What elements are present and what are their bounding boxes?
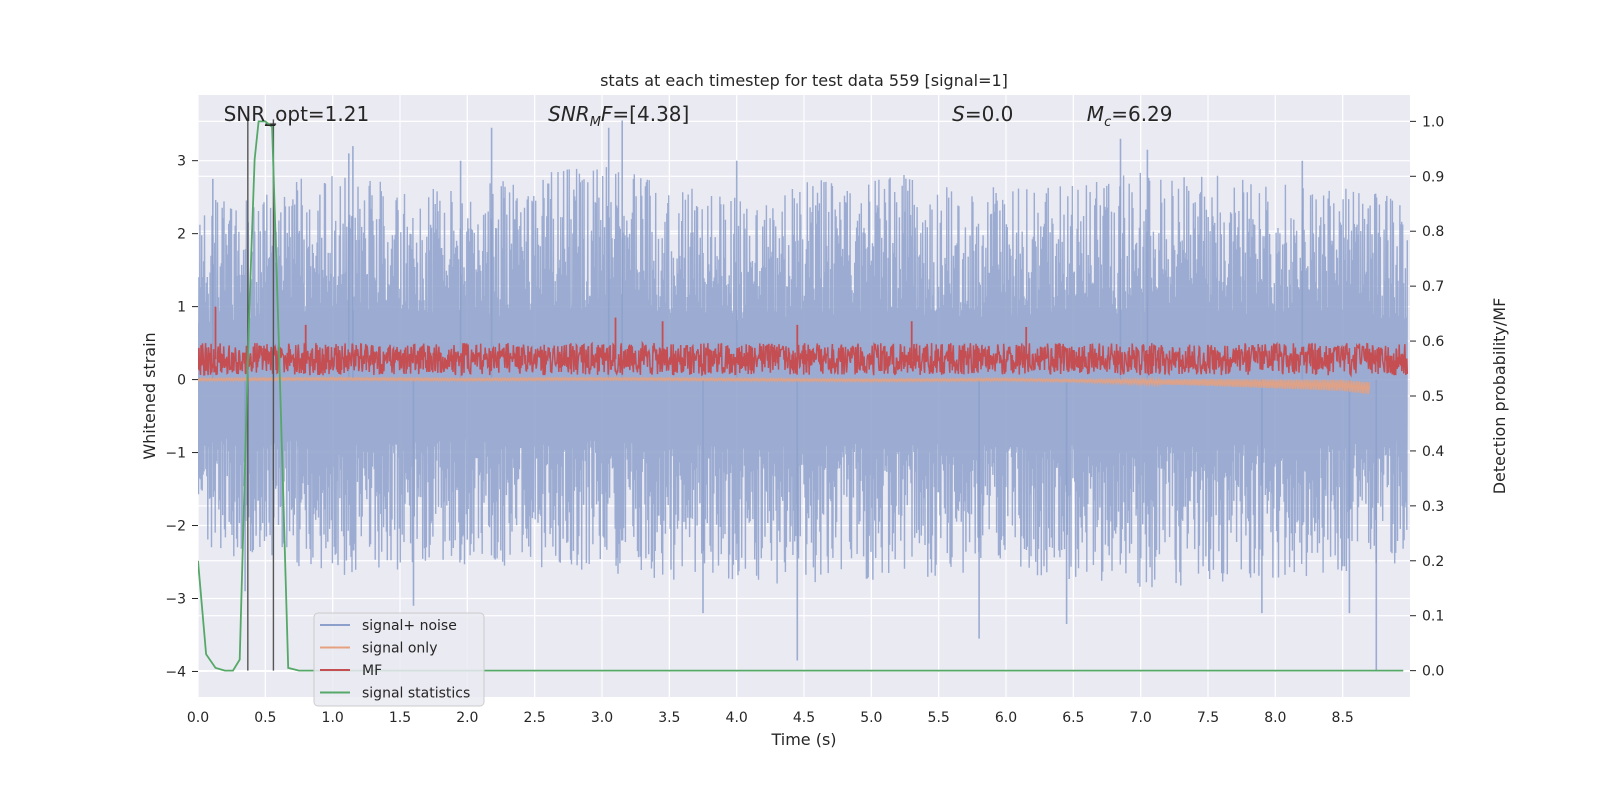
x-tick-label: 2.0 <box>456 710 478 726</box>
y-tick-label-left: −2 <box>165 519 186 535</box>
y-axis-label-right: Detection probability/MF <box>1490 298 1509 495</box>
x-tick-label: 0.5 <box>254 710 276 726</box>
y-tick-label-right: 0.7 <box>1422 279 1444 295</box>
y-tick-label-right: 0.3 <box>1422 499 1444 515</box>
y-tick-label-left: −1 <box>165 446 186 462</box>
annotation-s: S=0.0 <box>952 102 1013 126</box>
annotation-mc: Mc=6.29 <box>1087 102 1173 130</box>
series-mf <box>198 340 1409 378</box>
x-tick-label: 8.0 <box>1264 710 1286 726</box>
y-tick-label-left: 1 <box>177 300 186 316</box>
axes: 0.0 0.5 1.0 1.5 2.0 2.5 3.0 3.5 4.0 4.5 5.0 5.5 6.0 6… <box>165 114 1444 726</box>
annotations: SNR_opt=1.21 SNRMF=[4.38] S=0.0 Mc=6.29 <box>224 102 1173 130</box>
annotation-snr-mf: SNRMF=[4.38] <box>548 102 689 130</box>
x-tick-label: 1.0 <box>322 710 344 726</box>
y-tick-label-right: 0.2 <box>1422 554 1444 570</box>
x-tick-label: 1.5 <box>389 710 411 726</box>
legend-entry: signal+ noise <box>362 618 457 634</box>
y-tick-label-right: 0.8 <box>1422 224 1444 240</box>
x-tick-label: 2.5 <box>524 710 546 726</box>
legend-entry: signal statistics <box>362 686 470 702</box>
series-signal-only <box>198 376 1371 395</box>
x-tick-label: 0.0 <box>187 710 209 726</box>
y-tick-label-right: 0.1 <box>1422 609 1444 625</box>
x-tick-label: 4.5 <box>793 710 815 726</box>
series-signal-noise <box>198 167 1408 588</box>
y-axis-label-left: Whitened strain <box>140 332 159 459</box>
y-tick-label-right: 0.6 <box>1422 334 1444 350</box>
x-tick-label: 3.5 <box>658 710 680 726</box>
y-tick-label-right: 0.4 <box>1422 444 1444 460</box>
x-tick-label: 4.0 <box>726 710 748 726</box>
x-tick-label: 5.0 <box>860 710 882 726</box>
x-axis-label: Time (s) <box>770 730 836 749</box>
y-tick-label-right: 1.0 <box>1422 114 1444 130</box>
series-signal-statistics <box>198 120 1404 672</box>
legend-box <box>313 612 485 707</box>
annotation-snr-opt: SNR_opt=1.21 <box>224 102 370 126</box>
x-tick-label: 8.5 <box>1332 710 1354 726</box>
y-tick-label-right: 0.0 <box>1422 664 1444 680</box>
y-tick-label-left: 0 <box>177 373 186 389</box>
legend: signal+ noise signal only MF signal statist… <box>313 612 485 707</box>
series-mf-peaks <box>214 306 1028 360</box>
legend-entry: MF <box>362 663 382 679</box>
x-tick-label: 7.0 <box>1130 710 1152 726</box>
y-tick-label-left: −3 <box>165 591 186 607</box>
y-tick-label-left: 3 <box>177 154 186 170</box>
y-tick-label-right: 0.5 <box>1422 389 1444 405</box>
data-series-layer <box>198 119 1409 672</box>
chart-title: stats at each timestep for test data 559… <box>600 71 1008 90</box>
y-tick-label-right: 0.9 <box>1422 169 1444 185</box>
y-tick-label-left: 2 <box>177 227 186 243</box>
x-tick-label: 6.5 <box>1062 710 1084 726</box>
y-tick-label-left: −4 <box>165 664 186 680</box>
x-tick-label: 6.0 <box>995 710 1017 726</box>
x-tick-label: 5.5 <box>928 710 950 726</box>
legend-entry: signal only <box>362 641 437 657</box>
x-tick-label: 3.0 <box>591 710 613 726</box>
x-tick-label: 7.5 <box>1197 710 1219 726</box>
